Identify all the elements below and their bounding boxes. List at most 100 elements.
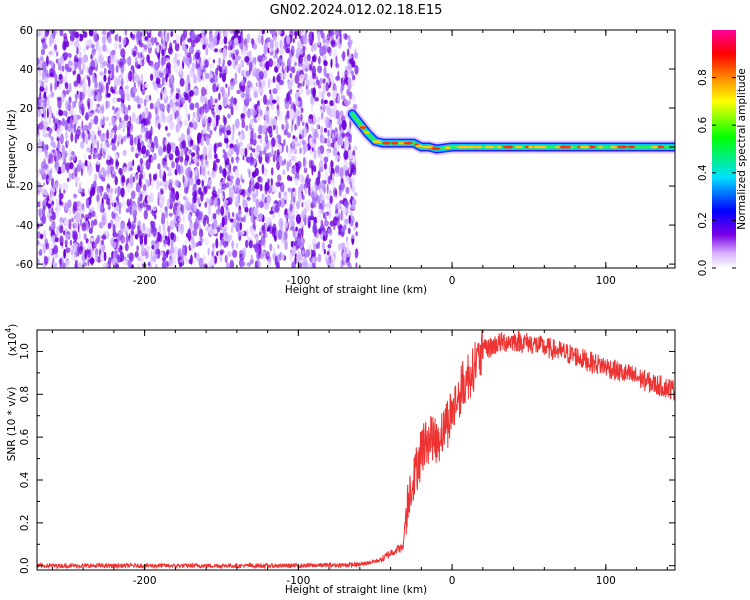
noise-blob [244,56,250,63]
noise-blob [42,198,47,207]
noise-blob [184,103,187,112]
noise-blob [349,40,352,50]
noise-blob [142,184,147,192]
noise-blob [199,234,203,241]
noise-blob [192,118,195,125]
noise-blob [143,98,147,107]
noise-blob [175,34,180,45]
noise-blob [257,87,262,94]
noise-blob [265,217,271,226]
noise-blob [101,35,107,45]
noise-blob [299,73,304,83]
noise-blob [197,169,200,180]
noise-blob [194,36,199,43]
noise-blob [59,225,64,234]
noise-blob [272,154,276,163]
noise-blob [157,83,163,89]
noise-blob [217,31,220,41]
noise-blob [261,30,265,35]
noise-blob [55,58,59,64]
noise-blob [144,118,149,126]
noise-blob [207,179,213,187]
noise-blob [184,208,188,215]
noise-blob [197,211,203,221]
noise-blob [230,225,234,234]
noise-blob [41,96,44,102]
noise-blob [199,106,205,116]
trace-peak [611,145,618,149]
noise-blob [283,191,288,197]
noise-blob [323,203,327,208]
noise-blob [218,57,222,66]
noise-blob [274,49,278,56]
noise-blob [115,64,119,73]
noise-blob [326,46,331,54]
noise-blob [240,30,243,35]
snr-frame [36,329,676,571]
noise-blob [77,57,83,65]
noise-blob [250,254,253,262]
noise-blob [40,208,43,214]
noise-blob [158,224,162,233]
noise-blob [348,99,351,105]
noise-blob [66,168,69,174]
noise-blob [251,207,254,219]
noise-blob [88,66,93,76]
noise-blob [44,44,48,49]
noise-blob [201,165,206,177]
noise-blob [105,116,109,122]
noise-blob [88,154,92,160]
noise-blob [189,221,194,230]
noise-blob [188,45,195,55]
noise-blob [166,32,170,42]
noise-blob [302,250,305,255]
noise-blob [235,195,239,202]
noise-blob [65,259,70,268]
noise-blob [219,255,223,263]
noise-blob [303,126,308,137]
noise-blob [67,60,73,66]
noise-blob [121,200,126,208]
noise-blob [37,151,40,157]
noise-blob [180,97,186,105]
noise-blob [37,57,40,66]
noise-blob [224,65,227,70]
y-tick-label: 60 [20,25,33,37]
noise-blob [240,113,245,119]
noise-blob [49,215,53,222]
noise-blob [215,67,219,77]
noise-blob [204,72,210,80]
noise-blob [144,82,148,88]
noise-blob [206,197,209,204]
noise-blob [290,188,293,200]
noise-blob [166,166,169,171]
noise-blob [192,121,198,131]
spectrogram-y-label: Frequency (Hz) [6,109,18,188]
noise-blob [218,104,222,111]
signal-trace [345,107,675,156]
noise-blob [300,212,306,219]
noise-blob [338,231,342,236]
trace-peak [359,126,367,129]
noise-blob [294,123,297,131]
noise-blob [289,226,295,232]
trace-peak [382,141,391,145]
noise-blob [227,60,232,66]
noise-blob [335,109,340,120]
noise-blob [179,77,185,87]
noise-blob [61,144,65,154]
noise-blob [328,248,331,258]
noise-blob [259,252,264,259]
noise-blob [215,238,219,249]
noise-blob [46,144,49,151]
noise-blob [156,44,160,53]
noise-blob [83,124,89,131]
noise-blob [101,115,106,126]
noise-blob [61,65,65,72]
noise-blob [298,139,303,144]
noise-blob [147,140,152,150]
noise-blob [235,30,240,35]
noise-blob [209,95,213,106]
noise-blob [248,169,251,178]
noise-blob [189,67,195,78]
